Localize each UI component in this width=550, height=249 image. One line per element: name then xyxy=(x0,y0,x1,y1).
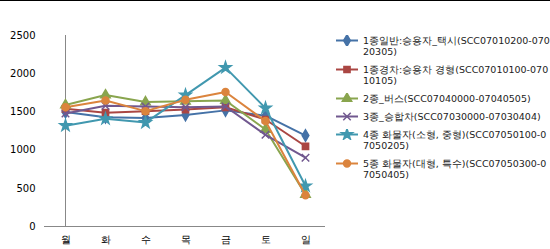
svg-text:월: 월 xyxy=(61,234,71,245)
html-text:4종 화물자(소형, 중형)(SCC07050100-070: 4종 화물자(소형, 중형)(SCC07050100-07050205) xyxy=(363,129,547,151)
html-text:1종경차:승용차 경형(SCC07010100-070101: 1종경차:승용차 경형(SCC07010100-07010105) xyxy=(363,64,549,86)
svg-text:목: 목 xyxy=(181,234,191,245)
html-text:5종 화물자(대형, 특수)(SCC07050300-070: 5종 화물자(대형, 특수)(SCC07050300-07050405) xyxy=(363,158,547,180)
svg-text:2000: 2000 xyxy=(10,68,35,79)
svg-text:1500: 1500 xyxy=(10,106,35,117)
html-text:1종일반:승용자_택시(SCC07010200-070203: 1종일반:승용자_택시(SCC07010200-07020305) xyxy=(363,35,550,57)
svg-text:금: 금 xyxy=(221,234,231,245)
html-text:2종_버스(SCC07040000-07040505): 2종_버스(SCC07040000-07040505) xyxy=(363,93,531,104)
svg-text:0: 0 xyxy=(29,221,35,232)
svg-text:일: 일 xyxy=(301,234,311,245)
svg-text:수: 수 xyxy=(141,234,151,245)
svg-text:1000: 1000 xyxy=(10,144,35,155)
html-text:3종_승합차(SCC07030000-07030404): 3종_승합차(SCC07030000-07030404) xyxy=(363,111,541,122)
svg-text:500: 500 xyxy=(16,183,35,194)
svg-text:화: 화 xyxy=(101,234,111,245)
svg-text:토: 토 xyxy=(261,234,271,245)
svg-text:2500: 2500 xyxy=(10,30,35,41)
